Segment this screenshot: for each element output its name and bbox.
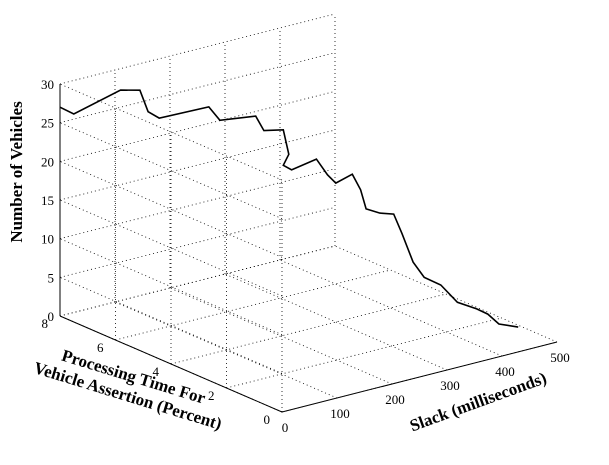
- grid-line: [59, 168, 336, 240]
- grid-line: [59, 238, 283, 336]
- grid-line: [59, 199, 283, 297]
- y-tick-label: 4: [153, 364, 160, 379]
- grid-line: [334, 245, 558, 343]
- grid-line: [59, 52, 336, 124]
- y-tick-label: 0: [264, 412, 271, 427]
- y-tick-label: 8: [42, 316, 49, 331]
- grid-line: [59, 122, 283, 220]
- x-tick-label: 400: [495, 364, 515, 379]
- grid-line: [59, 206, 336, 278]
- grid-line: [224, 273, 448, 371]
- grid-line: [59, 129, 336, 201]
- grid-line: [59, 13, 336, 85]
- z-tick-label: 25: [41, 116, 54, 131]
- z-tick-label: 10: [41, 232, 54, 247]
- z-tick-label: 15: [41, 193, 54, 208]
- x-tick-label: 200: [385, 392, 405, 407]
- y-axis-line: [59, 315, 283, 413]
- grid-line: [59, 90, 336, 162]
- grid-line: [115, 269, 391, 341]
- y-tick-label: 6: [97, 340, 104, 355]
- grid-line: [59, 83, 283, 181]
- grid-line: [59, 276, 283, 374]
- grid-line: [170, 293, 447, 365]
- grid: [59, 13, 558, 413]
- x-axis-label: Slack (milliseconds): [407, 368, 549, 435]
- x-axis-line: [281, 341, 558, 413]
- grid-line: [59, 245, 336, 317]
- z-tick-label: 30: [41, 77, 54, 92]
- series-line-1: [59, 89, 519, 328]
- x-tick-label: 300: [440, 378, 460, 393]
- series-layer: [59, 89, 519, 328]
- z-tick-label: 20: [41, 154, 54, 169]
- x-tick-label: 0: [282, 420, 289, 435]
- grid-line: [59, 160, 283, 258]
- y-tick-label: 2: [208, 388, 215, 403]
- grid-line: [226, 317, 502, 389]
- z-tick-label: 5: [48, 270, 55, 285]
- x-tick-label: 500: [550, 350, 570, 365]
- y-axis-label: Processing Time ForVehicle Assertion (Pe…: [32, 339, 230, 433]
- box-edges: [59, 84, 558, 413]
- grid-line: [169, 287, 393, 385]
- grid-line: [279, 259, 503, 357]
- z-axis-label: Number of Vehicles: [7, 101, 26, 243]
- z-tick-label: 0: [48, 309, 55, 324]
- x-tick-label: 100: [330, 406, 350, 421]
